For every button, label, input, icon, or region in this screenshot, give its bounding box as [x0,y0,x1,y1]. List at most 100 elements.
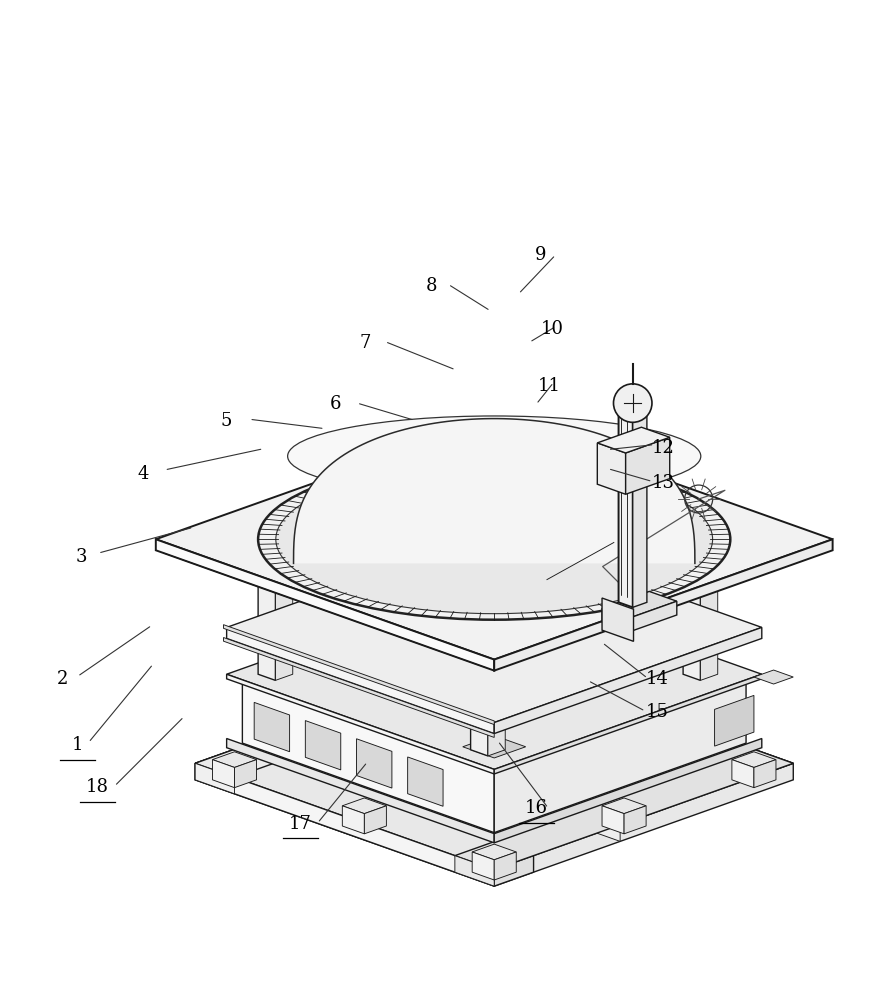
Polygon shape [254,702,290,752]
Polygon shape [195,763,495,886]
Text: 8: 8 [426,277,437,295]
Polygon shape [258,550,275,680]
Polygon shape [227,579,762,769]
Polygon shape [602,706,646,721]
Polygon shape [602,806,624,834]
Polygon shape [602,798,646,814]
Text: 11: 11 [538,377,561,395]
Polygon shape [754,670,793,684]
Polygon shape [732,752,776,767]
Text: 10: 10 [540,320,563,338]
Polygon shape [495,763,793,886]
Polygon shape [598,427,670,453]
Polygon shape [473,852,495,880]
Polygon shape [364,713,386,741]
Polygon shape [473,760,495,788]
Polygon shape [495,667,517,695]
Polygon shape [242,679,495,833]
Polygon shape [754,760,776,788]
Polygon shape [626,437,670,494]
Polygon shape [364,806,386,834]
Polygon shape [629,601,677,632]
Polygon shape [495,679,746,833]
Polygon shape [473,667,495,695]
Polygon shape [715,695,754,746]
Text: 18: 18 [85,778,109,796]
Ellipse shape [288,416,700,496]
Text: 5: 5 [220,412,231,430]
Polygon shape [258,544,293,556]
Polygon shape [495,760,517,788]
Polygon shape [195,657,793,870]
Polygon shape [700,550,718,680]
Polygon shape [275,550,293,680]
Polygon shape [212,752,257,767]
Polygon shape [495,627,762,734]
Polygon shape [342,706,386,721]
Polygon shape [342,806,364,834]
Text: 4: 4 [137,465,149,483]
Polygon shape [602,713,624,741]
Polygon shape [732,760,754,788]
Text: 14: 14 [645,670,668,688]
Polygon shape [598,443,626,494]
Polygon shape [356,739,392,788]
Polygon shape [195,657,533,777]
Polygon shape [455,657,793,777]
Polygon shape [321,808,369,841]
Text: 9: 9 [535,246,546,264]
Polygon shape [602,608,629,632]
Polygon shape [471,469,505,481]
Polygon shape [156,419,832,660]
Polygon shape [294,419,695,563]
Polygon shape [488,475,505,605]
Polygon shape [242,748,752,750]
Polygon shape [471,475,488,605]
Polygon shape [495,856,533,886]
Polygon shape [683,550,700,680]
Polygon shape [156,539,495,671]
Polygon shape [473,844,517,860]
Polygon shape [495,539,832,671]
Polygon shape [227,674,495,774]
Text: 13: 13 [651,474,674,492]
Polygon shape [224,638,495,737]
Polygon shape [321,719,620,841]
Polygon shape [195,763,234,794]
Text: 16: 16 [524,799,547,817]
Text: 1: 1 [71,736,83,754]
Polygon shape [495,852,517,880]
Circle shape [613,384,652,422]
Polygon shape [212,760,234,788]
Text: 6: 6 [329,395,341,413]
Polygon shape [602,598,634,641]
Polygon shape [227,627,495,734]
Polygon shape [471,626,488,756]
Polygon shape [455,749,793,870]
Polygon shape [683,544,718,556]
Polygon shape [195,763,495,886]
Polygon shape [473,659,517,675]
Text: 7: 7 [360,334,371,352]
Polygon shape [624,713,646,741]
Polygon shape [242,589,746,768]
Polygon shape [471,620,505,632]
Polygon shape [455,856,495,886]
Polygon shape [488,626,505,756]
Polygon shape [305,721,341,770]
Polygon shape [342,798,386,814]
Polygon shape [407,757,443,806]
Ellipse shape [275,465,713,614]
Polygon shape [224,625,495,725]
Text: 15: 15 [645,703,668,721]
Polygon shape [227,739,495,843]
Text: 2: 2 [56,670,68,688]
Text: 17: 17 [289,815,312,833]
Polygon shape [495,739,762,843]
Polygon shape [495,674,762,774]
Polygon shape [227,532,762,723]
Polygon shape [234,760,257,788]
Polygon shape [624,806,646,834]
Text: 3: 3 [76,548,87,566]
Polygon shape [633,403,647,607]
